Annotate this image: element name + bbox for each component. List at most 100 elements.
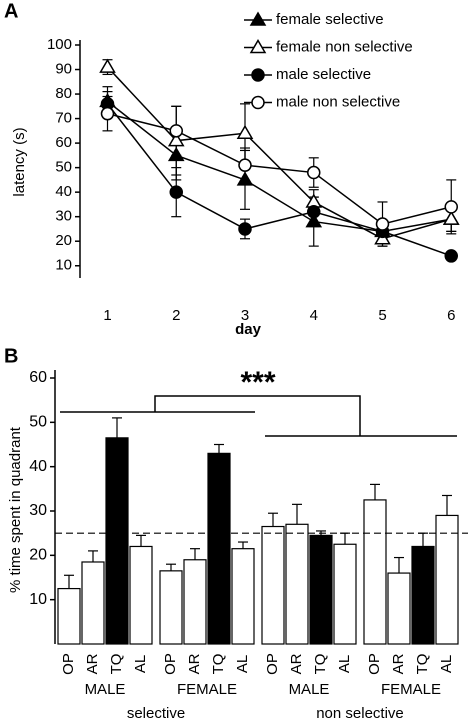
x-tick-label: AL — [336, 655, 353, 673]
x-tick-label: AR — [186, 653, 203, 674]
x-tick-label: 3 — [241, 307, 249, 324]
marker — [307, 205, 321, 219]
x-tick-label: OP — [264, 653, 281, 675]
error-bar — [442, 494, 452, 516]
y-tick-label: 40 — [29, 458, 47, 475]
bar — [387, 572, 411, 645]
group-label: FEMALE — [381, 681, 441, 698]
x-tick-label: 2 — [172, 307, 180, 324]
marker — [167, 132, 185, 147]
x-tick-label: TQ — [414, 654, 431, 675]
error-bar — [394, 556, 404, 574]
error-bar — [112, 417, 122, 438]
y-tick-label: 10 — [29, 591, 47, 608]
group-label: MALE — [289, 681, 330, 698]
bracket — [60, 395, 457, 437]
marker — [236, 171, 254, 186]
y-tick-label: 30 — [55, 208, 72, 225]
bar — [57, 587, 81, 645]
marker — [249, 39, 267, 54]
bar — [129, 545, 153, 645]
marker — [249, 11, 267, 26]
marker — [100, 106, 115, 121]
bar — [183, 559, 207, 645]
x-tick-label: TQ — [210, 654, 227, 675]
error-bar — [88, 550, 98, 562]
series-line — [107, 100, 452, 233]
marker — [251, 95, 265, 110]
series-line — [106, 103, 452, 257]
x-axis-label: day — [235, 321, 262, 338]
y-tick-label: 30 — [29, 502, 47, 519]
x-tick-label: 1 — [103, 307, 111, 324]
bar — [105, 437, 129, 645]
error-bar — [340, 532, 350, 545]
error-bar — [418, 532, 428, 547]
y-tick-label: 100 — [47, 36, 72, 53]
x-tick-label: 6 — [447, 307, 455, 324]
marker — [305, 213, 323, 228]
marker — [307, 165, 321, 180]
error-bar — [238, 541, 248, 549]
bar — [435, 514, 459, 645]
legend-label: female non selective — [276, 38, 413, 55]
x-tick-label: AL — [234, 655, 251, 673]
y-axis-label: % time spent in quadrant — [7, 426, 24, 593]
error-bar — [136, 534, 146, 547]
y-tick-label: 70 — [55, 110, 72, 127]
x-tick-label: AR — [84, 653, 101, 674]
error-bar — [214, 443, 224, 454]
y-tick-label: 20 — [55, 232, 72, 249]
bar — [81, 561, 105, 645]
marker — [236, 124, 254, 140]
series-line — [107, 112, 452, 225]
bar — [285, 523, 309, 645]
bar — [411, 545, 435, 645]
marker — [169, 185, 183, 199]
x-tick-label: TQ — [312, 654, 329, 675]
x-tick-label: 4 — [310, 307, 318, 324]
y-tick-label: 10 — [55, 257, 72, 274]
marker — [375, 217, 390, 231]
marker — [169, 124, 183, 138]
error-bar — [64, 574, 74, 589]
bar — [261, 525, 285, 645]
marker — [238, 222, 252, 236]
y-tick-label: 90 — [55, 60, 72, 77]
y-tick-label: 60 — [55, 134, 72, 151]
x-tick-label: AL — [132, 655, 149, 673]
x-tick-label: AR — [390, 653, 407, 674]
x-tick-label: 5 — [378, 307, 386, 324]
x-tick-label: AL — [438, 655, 455, 673]
panel-label: B — [4, 345, 18, 367]
bar — [333, 543, 357, 645]
y-tick-label: 60 — [29, 369, 47, 386]
bar — [309, 534, 333, 645]
x-tick-label: AR — [288, 653, 305, 674]
y-axis-label: latency (s) — [11, 127, 28, 196]
error-bar — [292, 503, 302, 525]
bar — [207, 452, 231, 645]
y-tick-label: 50 — [55, 159, 72, 176]
panel-label: A — [4, 0, 18, 22]
y-tick-label: 80 — [55, 85, 72, 102]
legend-label: male non selective — [276, 93, 400, 110]
significance: *** — [240, 366, 275, 399]
group-label: FEMALE — [177, 681, 237, 698]
marker — [442, 210, 460, 225]
marker — [167, 146, 185, 162]
x-tick-label: TQ — [108, 654, 125, 675]
error-bar — [370, 483, 380, 500]
supergroup-label: selective — [127, 705, 185, 722]
group-label: MALE — [85, 681, 126, 698]
marker — [99, 58, 116, 73]
error-bar — [166, 563, 176, 571]
error-bar — [190, 548, 200, 560]
marker — [444, 249, 458, 263]
error-bar — [268, 512, 278, 527]
supergroup-label: non selective — [316, 705, 404, 722]
y-tick-label: 20 — [29, 547, 47, 564]
y-tick-label: 40 — [55, 183, 72, 200]
marker — [251, 68, 265, 82]
